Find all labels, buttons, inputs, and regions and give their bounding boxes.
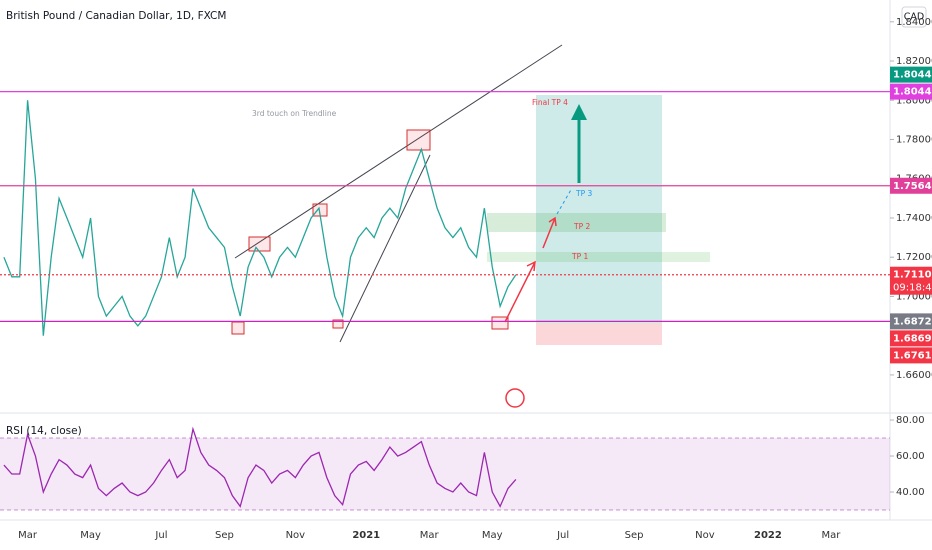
y-tick-label: 1.74000: [896, 213, 932, 224]
arrow-head: [571, 104, 587, 120]
tp1-zone: [487, 252, 710, 262]
x-tick-label: Sep: [625, 530, 644, 541]
x-tick-label: Sep: [215, 530, 234, 541]
price-label: 1.71107: [893, 270, 932, 281]
x-tick-label: 2021: [352, 530, 380, 541]
touch-box: [231, 321, 245, 335]
price-label-box: [890, 177, 932, 194]
price-label-box: [890, 330, 932, 347]
price-label-box: [890, 347, 932, 364]
touch-box: [248, 236, 271, 252]
arrow: [542, 216, 557, 249]
x-tick-label: Nov: [695, 530, 715, 541]
price-label: 1.68729: [893, 316, 932, 327]
trendline: [234, 44, 563, 259]
x-tick-label: Nov: [286, 530, 306, 541]
x-tick-label: Mar: [420, 530, 440, 541]
dashed-path: [556, 187, 573, 215]
x-tick-label: Mar: [821, 530, 841, 541]
y-tick-label: 1.82000: [896, 56, 932, 67]
countdown: 09:18:49: [893, 283, 932, 294]
rsi-tick-label: 60.00: [896, 451, 925, 462]
y-tick-label: 1.72000: [896, 252, 932, 263]
rsi-tick-label: 40.00: [896, 487, 925, 498]
touch-box: [332, 319, 344, 329]
rsi-band: [0, 438, 890, 511]
price-label-box: [890, 313, 932, 330]
rsi-title: RSI (14, close): [6, 425, 82, 437]
touch-box: [491, 316, 509, 330]
annotation: TP 2: [573, 222, 590, 231]
y-tick-label: 1.66000: [896, 370, 932, 381]
price-label: 1.68697: [893, 333, 932, 344]
x-tick-label: May: [482, 530, 503, 541]
price-label-box: [890, 66, 932, 83]
y-tick-label: 1.84000: [896, 17, 932, 28]
profit-zone: [536, 95, 662, 323]
touch-box: [406, 129, 431, 151]
y-tick-label: 1.70000: [896, 291, 932, 302]
price-label: 1.80440: [893, 87, 932, 98]
annotation: TP 1: [571, 252, 588, 261]
price-label-box: [890, 83, 932, 100]
annotation: TP 3: [575, 189, 592, 198]
price-label-box: [890, 266, 932, 295]
arrow: [504, 260, 536, 323]
rsi-line: [3, 426, 517, 508]
y-tick-label: 1.78000: [896, 134, 932, 145]
annotation: 3rd touch on Trendline: [252, 109, 337, 118]
price-label: 1.67610: [893, 350, 932, 361]
loss-zone: [536, 323, 662, 345]
price-line: [3, 100, 517, 336]
y-tick-label: 1.80000: [896, 95, 932, 106]
price-label: 1.75642: [893, 181, 932, 192]
x-tick-label: 2022: [754, 530, 782, 541]
rsi-tick-label: 80.00: [896, 415, 925, 426]
tp2-zone: [487, 213, 666, 232]
currency-box[interactable]: [901, 6, 927, 28]
x-tick-label: Mar: [18, 530, 38, 541]
price-label: 1.80440: [893, 70, 932, 81]
chart-title: British Pound / Canadian Dollar, 1D, FXC…: [6, 10, 226, 22]
x-tick-label: Jul: [556, 530, 569, 541]
x-tick-label: May: [80, 530, 101, 541]
currency: CAD: [904, 12, 924, 23]
x-tick-label: Jul: [154, 530, 167, 541]
event-icon[interactable]: [505, 388, 525, 408]
annotation: Final TP 4: [532, 98, 568, 107]
